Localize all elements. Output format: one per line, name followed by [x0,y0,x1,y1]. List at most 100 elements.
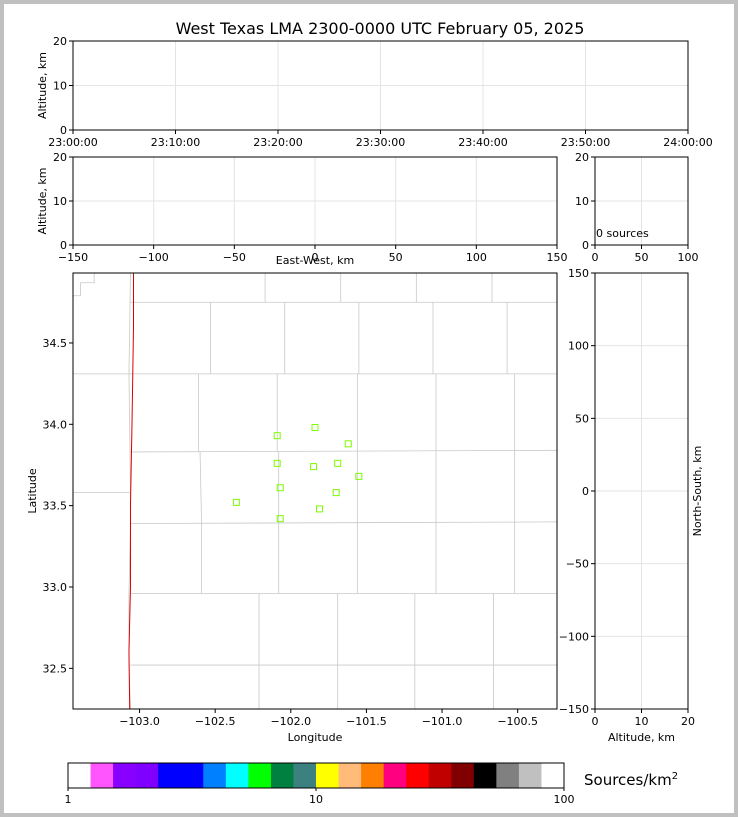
ns-xtick-label-1: 10 [635,715,649,728]
alt-ew-xtick-label-6: 150 [547,251,568,264]
alt-ew-xtick-label-5: 100 [466,251,487,264]
plan-xlabel: Longitude [288,731,343,744]
colorbar-label-superscript: 2 [672,771,678,782]
alt-ew-ylabel: Altitude, km [36,167,49,234]
source-point-1 [273,432,281,440]
alt-time-xtick-label-2: 23:20:00 [253,136,302,149]
alt-ew-ytick-label-0: 0 [60,239,67,252]
ns-ytick-label-5: 100 [568,340,589,353]
ns-ytick-label-4: 50 [575,412,589,425]
hist-xtick-label-2: 100 [678,251,699,264]
colorbar-tick-label-2: 100 [554,793,575,806]
ns-xtick-label-0: 0 [592,715,599,728]
source-point-2 [344,440,352,448]
hist-xtick-label-1: 50 [635,251,649,264]
source-point-4 [309,463,317,471]
colorbar-swatch-0 [68,763,92,788]
ns-ylabel: North-South, km [691,446,704,537]
colorbar-swatch-20 [518,763,542,788]
plan-ytick-label-2: 33.5 [43,500,68,513]
alt-time-xtick-label-0: 23:00:00 [48,136,97,149]
alt-ew-xlabel: East-West, km [276,254,354,267]
plan-xtick-label-0: −103.0 [119,715,160,728]
source-point-10 [316,505,324,513]
plan-ytick-label-0: 32.5 [43,662,68,675]
source-point-6 [355,472,363,480]
alt-ew-xtick-label-1: −100 [139,251,169,264]
alt-time-ytick-label-0: 0 [60,124,67,137]
ns-ytick-label-2: −50 [566,558,589,571]
colorbar-swatch-14 [383,763,407,788]
plan-xtick-label-1: −102.5 [195,715,236,728]
colorbar-swatch-12 [338,763,362,788]
source-point-9 [232,498,240,506]
county-line-v-14 [199,451,202,524]
alt-time-ytick-label-1: 10 [53,80,67,93]
ns-xlabel: Altitude, km [608,731,675,744]
county-line-h-4 [130,521,557,524]
alt-ew-xtick-label-4: 50 [389,251,403,264]
alt-time-xtick-label-3: 23:30:00 [356,136,405,149]
colorbar-swatch-8 [248,763,272,788]
colorbar-swatch-15 [406,763,430,788]
colorbar-swatch-3 [135,763,159,788]
plan-ytick-label-4: 34.5 [43,337,68,350]
chart-title: West Texas LMA 2300-0000 UTC February 05… [176,19,585,38]
alt-ew-ytick-label-2: 20 [53,151,67,164]
colorbar-swatch-5 [180,763,204,788]
county-line-h-2 [130,449,557,453]
colorbar-tick-label-1: 10 [309,793,323,806]
colorbar-tick-label-0: 1 [65,793,72,806]
hist-ytick-label-1: 10 [575,195,589,208]
plan-xtick-label-3: −101.5 [346,715,387,728]
alt-time-ytick-label-2: 20 [53,35,67,48]
colorbar-swatch-17 [451,763,475,788]
hist-ytick-label-0: 0 [582,239,589,252]
colorbar-swatch-6 [203,763,227,788]
alt-time-xtick-label-1: 23:10:00 [151,136,200,149]
plan-ytick-label-3: 34.0 [43,418,68,431]
colorbar-swatch-18 [473,763,497,788]
source-point-11 [276,515,284,523]
source-point-7 [276,484,284,492]
source-point-0 [311,424,319,432]
source-point-5 [334,459,342,467]
colorbar-swatch-4 [158,763,182,788]
alt-ew-xtick-label-3: 0 [312,251,319,264]
colorbar-swatch-19 [496,763,520,788]
plan-view-group [73,273,557,709]
hist-xtick-label-0: 0 [592,251,599,264]
figure-frame [4,4,734,813]
hist-source-count: 0 sources [596,227,649,240]
ns-ytick-label-1: −100 [559,630,589,643]
plan-ylabel: Latitude [26,468,39,514]
colorbar-swatch-13 [361,763,385,788]
alt-time-xtick-label-5: 23:50:00 [561,136,610,149]
ns-ytick-label-6: 150 [568,267,589,280]
ns-xtick-label-2: 20 [681,715,695,728]
alt-ew-ytick-label-1: 10 [53,195,67,208]
plan-xtick-label-5: −100.5 [497,715,538,728]
colorbar-swatch-2 [113,763,137,788]
alt-ew-xtick-label-2: −50 [223,251,246,264]
state-line [128,273,134,709]
source-point-8 [332,489,340,497]
plan-view-frame [72,272,558,710]
plan-xtick-label-4: −101.0 [422,715,463,728]
colorbar-swatch-1 [90,763,114,788]
alt-time-xtick-label-6: 24:00:00 [663,136,712,149]
plan-ytick-label-1: 33.0 [43,581,68,594]
colorbar-swatch-9 [270,763,294,788]
alt-time-xtick-label-4: 23:40:00 [458,136,507,149]
colorbar-swatch-11 [316,763,340,788]
colorbar-swatch-7 [225,763,249,788]
colorbar-swatch-21 [541,763,565,788]
plan-xtick-label-2: −102.0 [270,715,311,728]
colorbar-swatch-10 [293,763,317,788]
ns-ytick-label-0: −150 [559,703,589,716]
source-point-3 [273,459,281,467]
ns-ytick-label-3: 0 [582,485,589,498]
hist-ytick-label-2: 20 [575,151,589,164]
colorbar-label: Sources/km2 [584,771,678,789]
